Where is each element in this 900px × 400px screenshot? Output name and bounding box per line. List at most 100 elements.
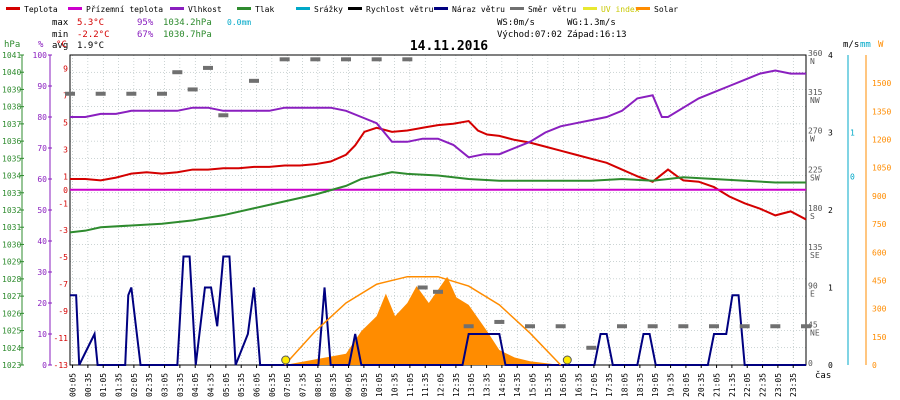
- dir-tick-label: E: [810, 290, 815, 299]
- dir-tick-label: N: [810, 57, 815, 66]
- x-tick-label: 18:05: [621, 373, 630, 397]
- series-solar-line: [284, 275, 562, 366]
- wind-dir-mark: [203, 65, 213, 70]
- pct-tick-label: 60: [37, 175, 47, 184]
- x-tick-label: 08:05: [314, 373, 323, 397]
- degc-tick-label: -9: [58, 307, 68, 316]
- degc-tick-label: -5: [58, 253, 68, 262]
- pct-tick-label: 40: [37, 237, 47, 246]
- x-tick-label: 02:35: [145, 373, 154, 397]
- legend-label: UV index: [601, 5, 640, 14]
- wind-dir-mark: [126, 91, 137, 96]
- wind-dir-mark: [525, 324, 535, 329]
- w-tick-label: 1050: [872, 164, 891, 173]
- wind-dir-mark: [647, 324, 658, 329]
- degc-tick-label: -11: [54, 334, 69, 343]
- x-tick-label: 23:05: [774, 373, 783, 397]
- x-tick-label: 06:35: [268, 373, 277, 397]
- legend-label: Vlhkost: [188, 5, 222, 14]
- hpa-tick-label: 1032: [2, 206, 21, 215]
- pct-tick-label: 20: [37, 299, 47, 308]
- x-tick-label: 12:05: [437, 373, 446, 397]
- wind-dir-mark: [402, 57, 413, 62]
- deg-tick-label: 0: [808, 359, 813, 368]
- chart-title: 14.11.2016: [410, 39, 488, 54]
- legend-swatch: [348, 7, 362, 10]
- dir-tick-label: NE: [810, 328, 820, 337]
- legend-swatch: [68, 7, 82, 10]
- deg-tick-label: 360: [808, 49, 823, 58]
- stats-block: max 5.3°C 95% 1034.2hPa 0.0mm min -2.2°C…: [52, 18, 251, 51]
- legend-swatch: [510, 7, 524, 10]
- w-tick-label: 900: [872, 192, 887, 201]
- hpa-tick-label: 1036: [2, 137, 21, 146]
- wind-dir-mark: [417, 285, 428, 290]
- x-tick-label: 19:05: [651, 373, 660, 397]
- ms-tick-label: 1: [828, 284, 833, 293]
- x-tick-label: 09:05: [345, 373, 354, 397]
- x-tick-label: 23:35: [789, 373, 798, 397]
- wind-dir-mark: [371, 57, 382, 62]
- x-tick-label: 16:05: [559, 373, 568, 397]
- x-axis: 00:05 00:35 01:05 01:35 02:05 02:35 03:05 03:35…: [69, 365, 798, 397]
- stats-max-rain: 0.0mm: [227, 18, 251, 27]
- series-n-raz-v-tru: [70, 255, 806, 366]
- hpa-tick-label: 1027: [2, 292, 21, 301]
- series-tlak: [69, 171, 806, 234]
- pct-tick-label: 50: [37, 206, 47, 215]
- stats-min-hum: 67%: [137, 30, 154, 40]
- dir-tick-label: NW: [810, 96, 820, 105]
- hpa-tick-label: 1041: [2, 51, 21, 60]
- w-tick-label: 150: [872, 333, 887, 342]
- degc-tick-label: -1: [58, 199, 68, 208]
- hpa-tick-label: 1030: [2, 240, 21, 249]
- wind-dir-mark: [341, 57, 351, 62]
- x-tick-label: 09:35: [360, 373, 369, 397]
- wind-dir-mark: [617, 324, 627, 329]
- x-tick-label: 13:35: [483, 373, 492, 397]
- deg-tick-label: 225: [808, 165, 823, 174]
- legend-label: Srážky: [314, 5, 343, 14]
- x-tick-label: 20:05: [682, 373, 691, 397]
- legend-swatch: [583, 7, 597, 10]
- w-tick-label: 300: [872, 305, 887, 314]
- x-tick-label: 08:35: [329, 373, 338, 397]
- x-tick-label: 13:05: [467, 373, 476, 397]
- x-tick-label: 04:05: [191, 373, 200, 397]
- x-tick-label: 10:35: [391, 373, 400, 397]
- x-tick-label: 10:05: [375, 373, 384, 397]
- stats-avg-label: avg: [52, 41, 68, 51]
- x-tick-label: 20:35: [697, 373, 706, 397]
- wind-dir-mark: [739, 324, 750, 329]
- x-tick-label: 00:35: [84, 373, 93, 397]
- sun-event-marker: [281, 355, 291, 365]
- wind-dir-mark: [249, 78, 259, 83]
- x-tick-label: 21:05: [713, 373, 722, 397]
- x-tick-label: 19:35: [667, 373, 676, 397]
- hpa-tick-label: 1025: [2, 327, 21, 336]
- wind-dir-mark: [187, 87, 198, 92]
- wind-dir-mark: [95, 91, 106, 96]
- legend-label: Rychlost větru: [366, 5, 434, 14]
- wind-dir-mark: [218, 113, 229, 118]
- wind-dir-mark: [463, 324, 474, 329]
- pct-tick-label: 70: [37, 144, 47, 153]
- deg-tick-label: 270: [808, 127, 823, 136]
- legend-label: Směr větru: [528, 5, 576, 14]
- sunrise-info: Východ:07:02: [497, 30, 562, 40]
- x-tick-label: 02:05: [130, 373, 139, 397]
- stats-avg-temp: 1.9°C: [77, 41, 104, 51]
- dir-tick-label: SW: [810, 173, 820, 182]
- legend-label: Náraz větru: [452, 5, 505, 14]
- stats-min-label: min: [52, 30, 68, 40]
- pct-tick-label: 30: [37, 268, 47, 277]
- hpa-tick-label: 1028: [2, 275, 21, 284]
- legend-swatch: [434, 7, 448, 10]
- hpa-tick-label: 1037: [2, 120, 21, 129]
- hpa-tick-label: 1024: [2, 344, 21, 353]
- unit-ms: m/s: [843, 40, 859, 50]
- w-tick-label: 0: [872, 361, 877, 370]
- legend-label: Teplota: [24, 5, 58, 14]
- wind-speed-info: WS:0m/s: [497, 18, 535, 28]
